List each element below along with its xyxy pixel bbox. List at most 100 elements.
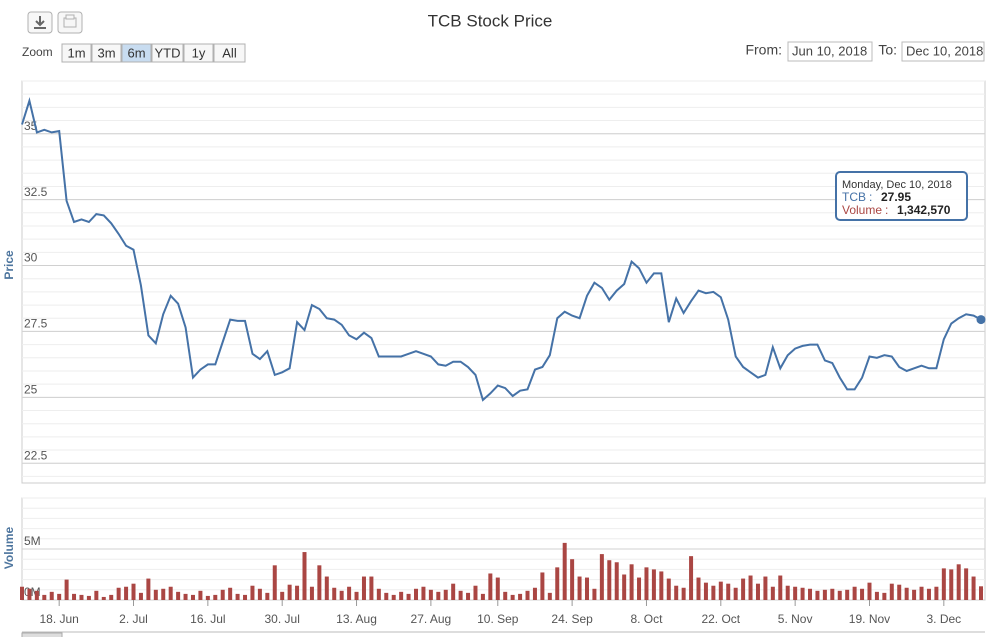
volume-bar (235, 593, 240, 600)
volume-bar (941, 568, 946, 600)
volume-bar (689, 556, 694, 600)
to-value: Dec 10, 2018 (906, 43, 983, 58)
volume-bar (138, 592, 143, 600)
volume-bar (815, 590, 820, 600)
x-tick-label: 22. Oct (701, 612, 740, 626)
volume-bar (213, 594, 218, 600)
volume-bar (317, 565, 322, 600)
from-value: Jun 10, 2018 (792, 43, 867, 58)
volume-bar (72, 593, 77, 600)
volume-bar (532, 587, 537, 600)
volume-bar (205, 595, 210, 600)
zoom-button[interactable] (183, 43, 214, 63)
to-input[interactable] (901, 41, 985, 62)
volume-bar (964, 568, 969, 600)
x-tick-label: 3. Dec (926, 612, 961, 626)
tooltip-value: 27.95 (881, 190, 911, 204)
volume-bar (220, 589, 225, 600)
download-button[interactable] (27, 11, 53, 34)
volume-bar (20, 586, 24, 600)
volume-bar (867, 582, 872, 600)
volume-bar (458, 590, 463, 600)
tooltip-series-name: TCB (842, 190, 866, 204)
volume-bar (488, 573, 493, 600)
print-button[interactable] (57, 11, 83, 34)
volume-bar (644, 567, 649, 600)
volume-bar (131, 583, 136, 600)
hover-marker (976, 315, 986, 325)
volume-bar (718, 581, 723, 600)
volume-bar (295, 585, 300, 600)
volume-bar (674, 585, 679, 600)
volume-bar (243, 594, 248, 600)
zoom-button-label: YTD (155, 45, 181, 60)
volume-bar (339, 590, 344, 600)
volume-bar (57, 593, 62, 600)
volume-bar (822, 589, 827, 600)
volume-bar (979, 586, 983, 600)
volume-bar (421, 586, 426, 600)
to-label: To: (878, 42, 897, 58)
volume-bar (800, 587, 805, 600)
volume-bar (272, 565, 277, 600)
x-tick-label: 27. Aug (411, 612, 452, 626)
volume-bar (451, 583, 456, 600)
volume-bar (384, 592, 389, 600)
volume-bar (324, 576, 329, 600)
volume-bar (971, 576, 976, 600)
volume-bar (659, 571, 664, 600)
volume-bar (651, 569, 656, 600)
volume-bar (332, 587, 337, 600)
volume-bar (874, 591, 879, 600)
x-tick-label: 2. Jul (119, 612, 148, 626)
volume-bar (391, 594, 396, 600)
volume-bar (376, 588, 381, 600)
volume-bar (525, 590, 530, 600)
volume-bar (86, 595, 91, 600)
volume-bar (592, 588, 597, 600)
from-input[interactable] (787, 41, 873, 62)
volume-bar (280, 591, 285, 600)
volume-bar (934, 586, 939, 600)
volume-bar (198, 590, 203, 600)
zoom-button-label: All (222, 45, 237, 60)
volume-bar (860, 588, 865, 600)
volume-bar (473, 585, 478, 600)
volume-bar (555, 567, 560, 600)
zoom-button[interactable] (121, 43, 152, 63)
volume-bar (510, 594, 515, 600)
volume-bar (109, 594, 114, 600)
volume-bar (837, 590, 842, 600)
volume-bar (607, 560, 612, 600)
from-label: From: (745, 42, 782, 58)
zoom-button[interactable] (61, 43, 92, 63)
x-tick-label: 5. Nov (778, 612, 813, 626)
y-axis-title: Price (2, 250, 16, 280)
zoom-button[interactable] (213, 43, 246, 63)
volume-bar (101, 596, 106, 600)
volume-bar (763, 576, 768, 600)
tooltip-box (835, 171, 968, 221)
volume-bar (146, 578, 151, 600)
navigator-handle[interactable] (21, 632, 63, 640)
volume-bar (49, 591, 54, 600)
volume-bar (42, 594, 47, 600)
volume-bar (547, 592, 552, 600)
volume-bar (577, 576, 582, 600)
volume-bar (778, 575, 783, 600)
zoom-button[interactable] (91, 43, 122, 63)
volume-bar (629, 564, 634, 600)
volume-bar (399, 591, 404, 600)
volume-bar (570, 559, 575, 600)
zoom-button[interactable] (151, 43, 184, 63)
volume-bar (956, 564, 961, 600)
volume-bar (755, 583, 760, 600)
volume-bar (443, 589, 448, 600)
price-panel (21, 80, 986, 484)
volume-bar (912, 589, 917, 600)
volume-bar (852, 586, 857, 600)
y-tick-label: 30 (24, 251, 38, 265)
volume-bar (265, 592, 270, 600)
x-tick-label: 24. Sep (551, 612, 593, 626)
volume-bar (614, 562, 619, 600)
